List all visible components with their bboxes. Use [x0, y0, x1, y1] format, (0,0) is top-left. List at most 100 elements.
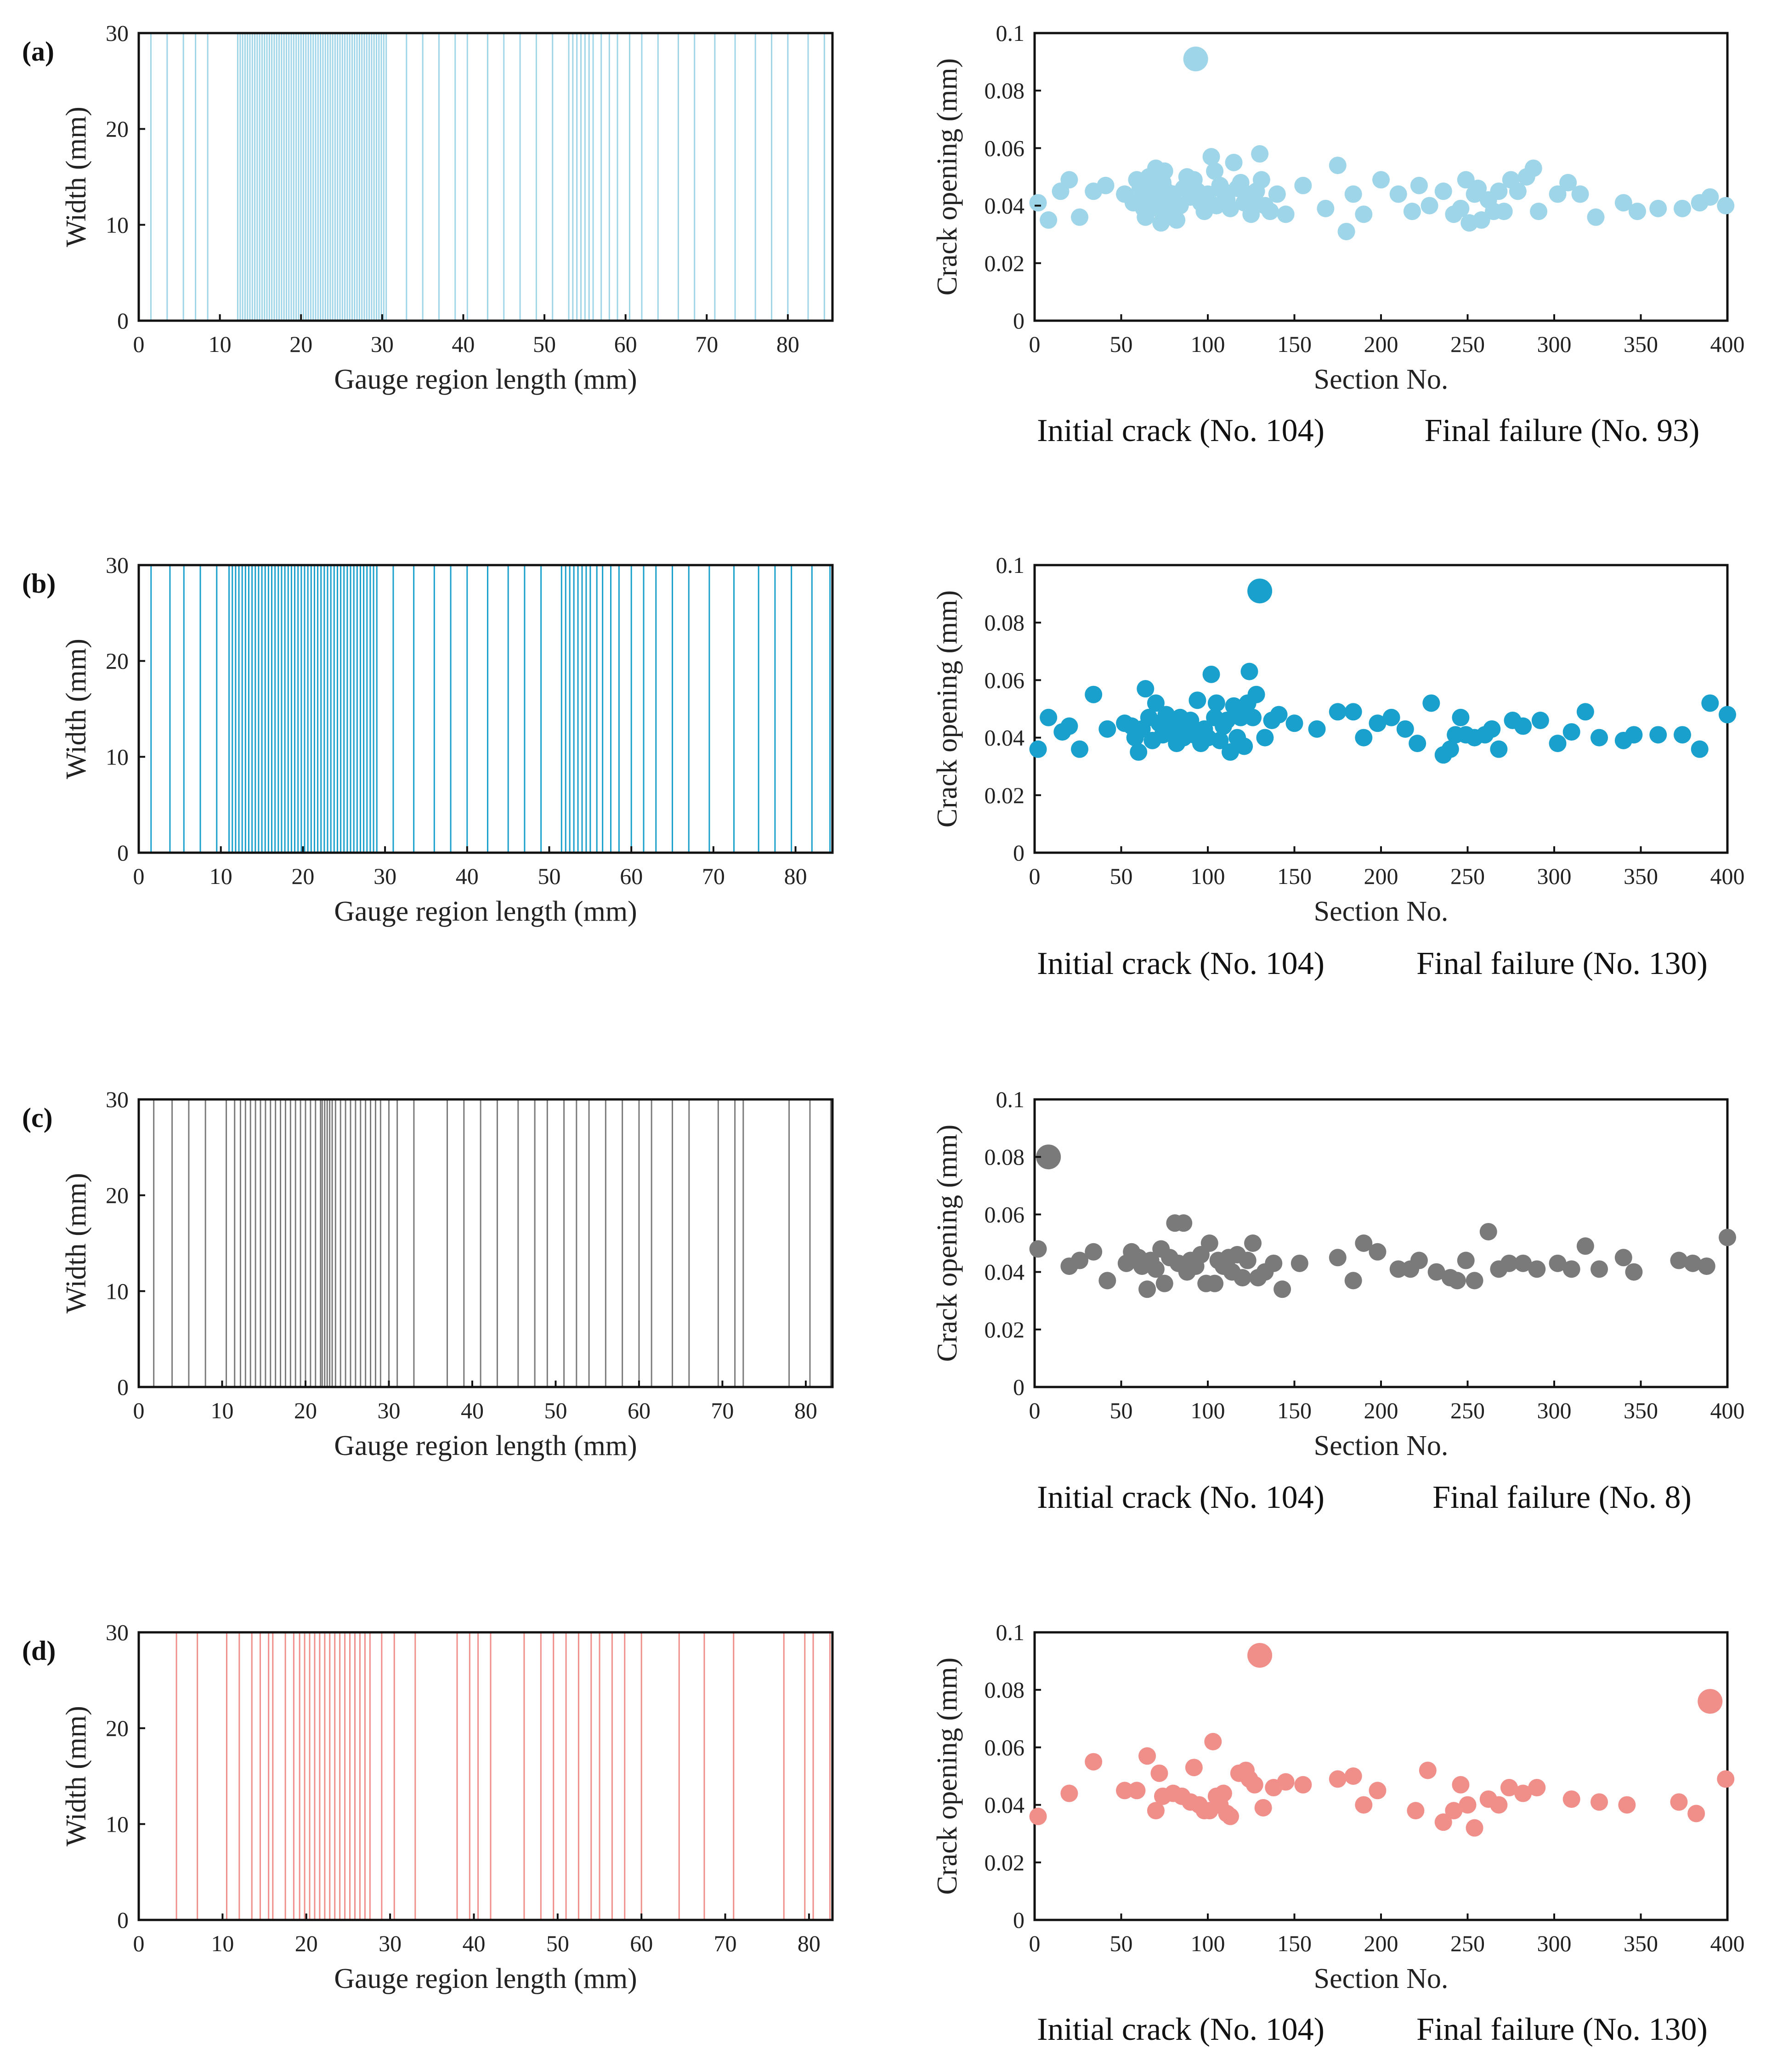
panel-a-data-point: [1029, 194, 1047, 212]
panel-b-data-point: [1382, 708, 1400, 726]
panel-b-gauge-xlabel: Gauge region length (mm): [334, 896, 637, 927]
panel-b-data-point: [1483, 720, 1501, 738]
panel-b-gauge-xtick-label: 20: [291, 863, 314, 889]
panel-a-data-point: [1571, 185, 1589, 203]
panel-b-gauge-frame: [137, 564, 834, 854]
panel-b-failure-point: [1247, 578, 1273, 604]
panel-b-data-point: [1285, 714, 1303, 732]
panel-a-data-point: [1717, 197, 1735, 215]
panel-c-data-point: [1355, 1234, 1373, 1252]
panel-b-data-point: [1071, 740, 1089, 758]
panel-c-data-point: [1071, 1251, 1089, 1269]
panel-c-scatter-ytick-label: 0.1: [996, 1087, 1025, 1112]
panel-a-gauge-ytick-label: 0: [117, 308, 129, 334]
panel-d: (d) 0 10 20 30 40 50 60 70 80 0 10 20 30 Gauge region …: [22, 1619, 1745, 2047]
panel-d-data-point: [1459, 1796, 1477, 1814]
panel-c-data-point: [1138, 1280, 1156, 1298]
panel-c-data-point: [1427, 1263, 1445, 1281]
panel-b-data-point: [1218, 712, 1236, 730]
panel-a-data-point: [1495, 203, 1513, 221]
panel-c-scatter-ytick-label: 0: [1013, 1374, 1025, 1400]
panel-c-data-point: [1448, 1272, 1466, 1290]
panel-a-data-point: [1410, 176, 1428, 194]
panel-c-caption-final: Final failure (No. 8): [1432, 1480, 1692, 1515]
panel-b-gauge-xtick-label: 0: [133, 863, 145, 889]
panel-c-data-point: [1549, 1254, 1567, 1272]
panel-d-data-point: [1562, 1790, 1580, 1808]
panel-c-data-point: [1684, 1254, 1702, 1272]
panel-a-gauge-ytick-label: 20: [106, 116, 129, 142]
panel-a: (a) 0 10 20 30 40 50 60 70 80 0 10 20 30 Gauge region …: [22, 20, 1745, 448]
panel-c-scatter-xtick-label: 150: [1277, 1398, 1312, 1423]
panel-d-data-point: [1085, 1753, 1103, 1771]
panel-c-scatter-xtick-label: 350: [1624, 1398, 1658, 1423]
panel-d-data-point: [1355, 1796, 1373, 1814]
panel-d-gauge-frame: [137, 1631, 834, 1921]
panel-d-caption-initial: Initial crack (No. 104): [1037, 2012, 1324, 2047]
panel-a-data-point: [1222, 199, 1240, 217]
panel-b-data-point: [1576, 703, 1594, 721]
panel-a-data-point: [1071, 208, 1089, 226]
panel-d-gauge-xtick-label: 70: [714, 1930, 737, 1956]
panel-d-data-point: [1466, 1819, 1483, 1837]
panel-d-gauge-ytick-label: 20: [106, 1715, 129, 1741]
panel-b-data-point: [1029, 740, 1047, 758]
panel-b: (b) 0 10 20 30 40 50 60 70 80 0 10 20 30 Gauge region …: [22, 552, 1745, 981]
panel-d-data-point: [1490, 1796, 1508, 1814]
panel-c-data-point: [1591, 1260, 1608, 1278]
panel-b-data-point: [1235, 737, 1253, 755]
panel-d-data-point: [1344, 1767, 1362, 1785]
panel-a-data-point: [1206, 162, 1224, 180]
panel-d-failure-point: [1247, 1643, 1273, 1668]
panel-b-gauge-xtick-label: 40: [456, 863, 479, 889]
panel-d-gauge-chart: 0 10 20 30 40 50 60 70 80 0 10 20 30 Gauge region len…: [61, 1619, 834, 1994]
panel-d-data-point: [1204, 1732, 1222, 1750]
panel-c-data-point: [1389, 1260, 1407, 1278]
panel-d-scatter-ylabel: Crack opening (mm): [932, 1658, 963, 1895]
panel-c-data-point: [1528, 1260, 1546, 1278]
panel-c-scatter-chart: 0 50 100 150 200 250 300 350 400 0 0.02 0.04 0.06 0.0…: [932, 1087, 1745, 1461]
panel-d-gauge-ytick-label: 0: [117, 1907, 129, 1933]
panel-d-data-point: [1717, 1770, 1735, 1788]
panel-a-scatter-xtick-label: 200: [1364, 331, 1398, 357]
panel-c-gauge-xtick-label: 0: [133, 1398, 145, 1423]
panel-b-data-point: [1329, 703, 1347, 721]
panel-d-data-point: [1514, 1784, 1532, 1802]
panel-d-data-point: [1029, 1807, 1047, 1825]
panel-b-gauge-chart: 0 10 20 30 40 50 60 70 80 0 10 20 30 Gauge region len…: [61, 552, 834, 927]
panel-d-scatter-frame: [1033, 1631, 1729, 1921]
panel-b-data-point: [1562, 723, 1580, 741]
panel-b-data-point: [1211, 731, 1229, 749]
panel-a-data-point: [1530, 203, 1548, 221]
panel-b-label: (b): [22, 568, 56, 599]
panel-d-data-point: [1419, 1761, 1437, 1779]
panel-c-data-point: [1239, 1251, 1257, 1269]
panel-a-scatter-xtick-label: 100: [1191, 331, 1225, 357]
panel-c: (c) 0 10 20 30 40 50 60 70 80 0 10 20 30 Gauge region …: [22, 1087, 1745, 1515]
panel-b-data-point: [1256, 729, 1274, 747]
panel-a-gauge-xtick-label: 50: [533, 331, 556, 357]
panel-a-gauge-chart: 0 10 20 30 40 50 60 70 80 0 10 20 30 Gauge region len…: [61, 20, 834, 395]
panel-a-data-point: [1268, 185, 1286, 203]
panel-a-gauge-ytick-label: 10: [106, 212, 129, 238]
panel-c-caption-initial: Initial crack (No. 104): [1037, 1480, 1324, 1515]
panel-c-scatter-xtick-label: 50: [1110, 1398, 1133, 1423]
panel-d-scatter-ytick-label: 0.06: [985, 1734, 1025, 1760]
panel-c-gauge-chart: 0 10 20 30 40 50 60 70 80 0 10 20 30 Gauge region len…: [61, 1087, 834, 1461]
panel-a-data-point: [1389, 185, 1407, 203]
panel-b-gauge-ytick-label: 0: [117, 840, 129, 866]
panel-d-caption-final: Final failure (No. 130): [1416, 2012, 1708, 2047]
panel-d-data-point: [1329, 1770, 1347, 1788]
panel-b-data-point: [1098, 720, 1116, 738]
panel-c-data-point: [1175, 1214, 1193, 1232]
panel-c-data-point: [1029, 1240, 1047, 1258]
panel-d-data-point: [1222, 1807, 1240, 1825]
panel-b-scatter-frame: [1033, 564, 1729, 854]
panel-a-data-point: [1457, 171, 1475, 189]
panel-a-label: (a): [22, 36, 54, 67]
panel-b-data-point: [1040, 708, 1058, 726]
panel-c-data-point: [1147, 1260, 1165, 1278]
panel-a-gauge-xlabel: Gauge region length (mm): [334, 364, 637, 395]
panel-b-data-point: [1085, 685, 1103, 703]
panel-a-scatter-ytick-label: 0: [1013, 308, 1025, 334]
